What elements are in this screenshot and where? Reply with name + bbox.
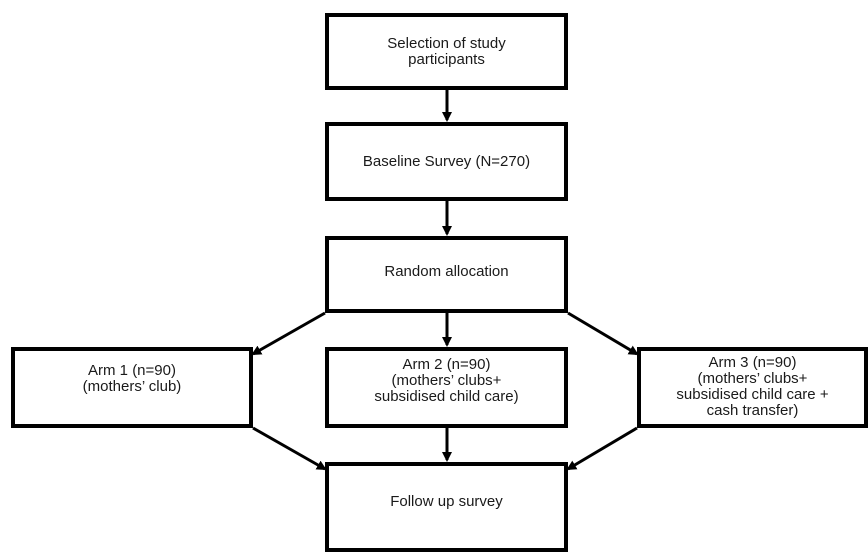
node-label-line: Random allocation — [384, 262, 509, 280]
node-label-line: (mothers’ clubs+ — [697, 370, 808, 387]
arrow-arm3-to-follow — [566, 426, 638, 471]
node-label-line: Follow up survey — [390, 493, 503, 510]
node-label-line: Arm 1 (n=90) — [88, 361, 176, 379]
arrow-random-to-arm3 — [567, 311, 639, 356]
flowchart-connectors — [251, 90, 639, 471]
arrow-random-to-arm1 — [251, 311, 326, 356]
node-label-line: cash transfer) — [706, 402, 799, 419]
node-selection-of-participants: Selection of study participants — [325, 13, 568, 90]
node-label-line: Baseline Survey (N=270) — [362, 152, 531, 170]
node-arm-1: Arm 1 (n=90) (mothers’ club) — [11, 347, 253, 428]
node-label-line: (mothers’ clubs+ — [391, 371, 502, 389]
node-arm-3: Arm 3 (n=90) (mothers’ clubs+ subsidised… — [637, 347, 868, 428]
node-baseline-survey: Baseline Survey (N=270) — [325, 122, 568, 201]
node-label-line: Arm 3 (n=90) — [708, 354, 797, 371]
node-label-line: subsidised child care) — [374, 387, 519, 405]
node-random-allocation: Random allocation — [325, 236, 568, 313]
node-label-line: (mothers’ club) — [82, 377, 182, 395]
node-label-line: Selection of study — [387, 34, 506, 52]
node-follow-up-survey: Follow up survey — [325, 462, 568, 552]
node-label-line: Arm 2 (n=90) — [402, 355, 491, 373]
node-label-line: participants — [408, 50, 485, 68]
node-arm-2: Arm 2 (n=90) (mothers’ clubs+ subsidised… — [325, 347, 568, 428]
node-label-line: subsidised child care + — [676, 386, 829, 403]
arrow-arm1-to-follow — [252, 426, 327, 471]
